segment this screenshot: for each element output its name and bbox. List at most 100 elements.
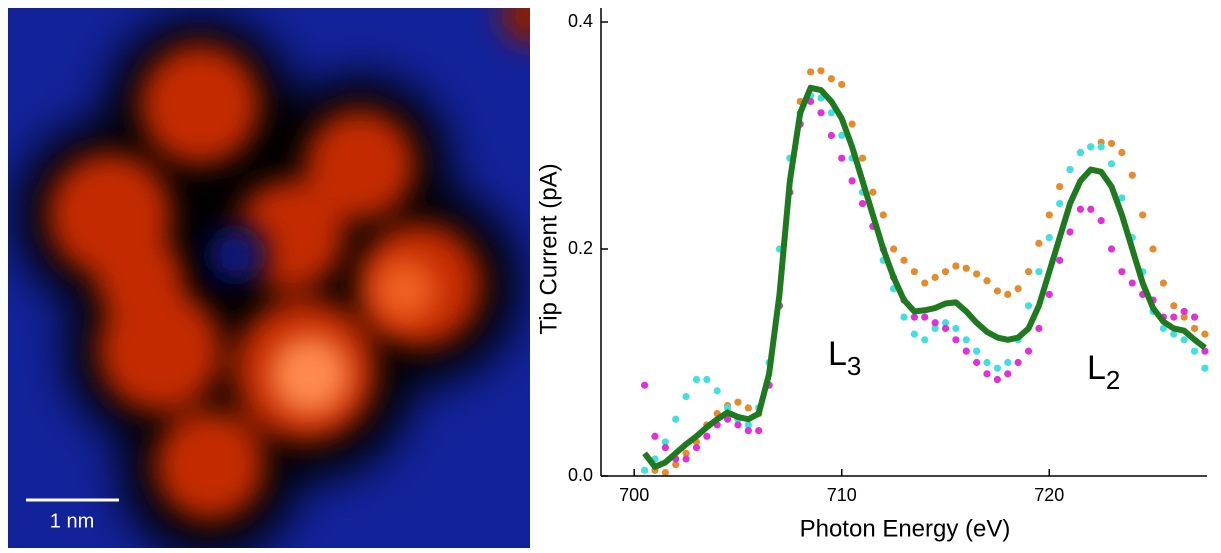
- data-point: [703, 432, 711, 440]
- x-tick-label: 710: [827, 485, 857, 505]
- data-point: [1076, 205, 1085, 213]
- data-point: [1190, 347, 1199, 355]
- data-point: [1170, 313, 1178, 321]
- y-tick-label: 0.4: [568, 11, 593, 31]
- data-point: [1180, 336, 1188, 344]
- data-point: [807, 68, 815, 76]
- data-point: [1004, 290, 1012, 298]
- data-point: [1190, 313, 1199, 321]
- annotation: L3: [828, 335, 861, 381]
- data-point: [869, 188, 877, 196]
- data-point: [651, 432, 659, 440]
- data-point: [921, 313, 929, 321]
- data-point: [734, 421, 742, 429]
- x-tick-label: 720: [1034, 485, 1064, 505]
- data-point: [682, 455, 690, 463]
- data-point: [661, 438, 669, 446]
- data-point: [827, 109, 835, 117]
- data-point: [1014, 358, 1022, 367]
- data-point: [1139, 211, 1147, 219]
- data-point: [983, 277, 991, 285]
- data-point: [744, 427, 752, 435]
- data-point: [941, 268, 950, 276]
- data-point: [973, 347, 981, 355]
- data-point: [921, 279, 929, 287]
- data-point: [1107, 139, 1116, 148]
- data-point: [723, 404, 732, 412]
- data-point: [993, 375, 1001, 384]
- data-point: [983, 358, 991, 367]
- data-point: [962, 336, 970, 344]
- data-point: [1066, 165, 1074, 174]
- data-point: [661, 444, 669, 452]
- data-point: [1097, 143, 1105, 151]
- data-point: [734, 398, 742, 406]
- data-point: [1076, 148, 1085, 157]
- data-point: [952, 262, 960, 270]
- plot: 0.0 0.2 0.4 700 710 720: [568, 8, 1209, 505]
- data-point: [1118, 268, 1126, 276]
- data-point: [838, 131, 846, 140]
- data-point: [910, 268, 918, 276]
- data-point: [1201, 364, 1209, 372]
- data-point: [1066, 228, 1074, 236]
- data-point: [1045, 234, 1053, 242]
- data-point: [640, 466, 649, 474]
- data-point: [1149, 245, 1157, 253]
- data-point: [983, 370, 991, 378]
- data-point: [672, 415, 680, 423]
- data-point: [1170, 302, 1178, 310]
- data-point: [941, 319, 950, 327]
- data-point: [744, 404, 752, 412]
- data-point: [1024, 347, 1033, 355]
- data-point: [1118, 148, 1126, 157]
- data-point: [931, 273, 939, 281]
- data-point: [921, 336, 929, 344]
- data-point: [993, 364, 1001, 372]
- data-point: [1107, 160, 1116, 168]
- data-point: [692, 444, 701, 452]
- data-point: [962, 264, 970, 272]
- data-point: [827, 131, 835, 140]
- data-point: [1159, 324, 1168, 333]
- data-point: [941, 324, 950, 333]
- data-point: [1024, 302, 1033, 310]
- x-tick-label: 700: [619, 485, 649, 505]
- data-point: [672, 461, 680, 469]
- data-point: [890, 245, 898, 253]
- data-point: [1087, 205, 1095, 213]
- data-point: [1045, 211, 1053, 219]
- data-point: [827, 75, 835, 83]
- data-point: [1118, 194, 1126, 202]
- data-point: [931, 324, 939, 333]
- data-point: [1014, 285, 1022, 293]
- data-point: [993, 287, 1001, 295]
- data-point: [744, 421, 752, 429]
- data-point: [1035, 324, 1043, 333]
- data-point: [910, 313, 918, 321]
- data-point: [879, 211, 887, 219]
- data-point: [1180, 313, 1188, 321]
- data-point: [931, 319, 939, 327]
- data-point: [692, 375, 701, 384]
- data-point: [1180, 307, 1188, 316]
- data-point: [1201, 330, 1209, 338]
- scale-bar-label: 1 nm: [50, 510, 94, 532]
- data-point: [1190, 324, 1199, 333]
- data-point: [713, 387, 721, 395]
- data-point: [1159, 279, 1168, 287]
- data-point: [1056, 200, 1064, 208]
- data-point: [723, 415, 732, 423]
- data-point: [848, 177, 856, 185]
- data-point: [682, 392, 690, 401]
- data-point: [848, 120, 856, 128]
- data-point: [838, 154, 846, 162]
- data-point: [817, 67, 825, 75]
- data-point: [952, 324, 960, 333]
- data-point: [1035, 239, 1043, 247]
- data-point: [1056, 256, 1064, 264]
- annotation: L2: [1087, 349, 1120, 395]
- data-point: [838, 80, 846, 89]
